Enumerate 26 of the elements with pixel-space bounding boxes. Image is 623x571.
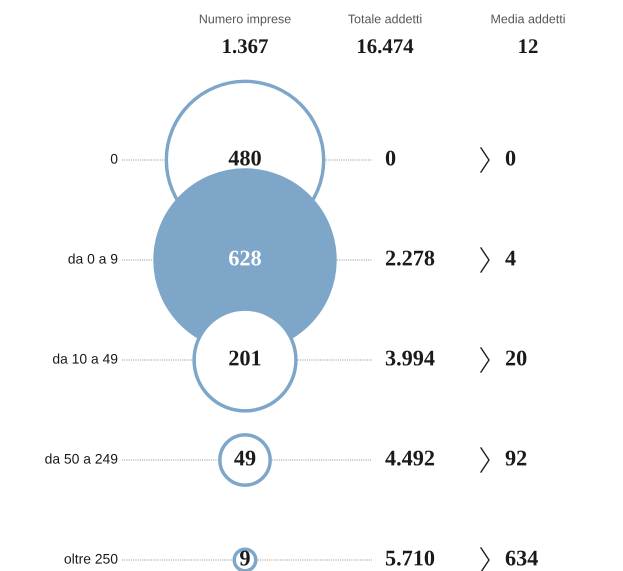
- data-label: 480: [228, 150, 261, 166]
- data-label: 5.710: [386, 550, 434, 566]
- category-label: da 10 a 49: [52, 354, 118, 364]
- data-label: 2.278: [386, 250, 434, 266]
- data-label: 49: [234, 450, 256, 466]
- category-label: oltre 250: [64, 554, 118, 564]
- text: 1.367: [223, 39, 268, 54]
- data-label: 0: [506, 150, 516, 166]
- data-label: 3.994: [386, 350, 435, 366]
- data-label: 0: [386, 150, 396, 166]
- data-label: 92: [506, 450, 526, 466]
- text: 12: [519, 39, 538, 54]
- data-label: 628: [229, 250, 261, 266]
- data-label: 9: [240, 550, 250, 566]
- text: Totale addetti: [348, 14, 422, 24]
- data-label: 20: [506, 350, 526, 366]
- text: 16.474: [358, 39, 414, 54]
- category-label: 0: [110, 154, 118, 164]
- data-label: 201: [229, 350, 261, 366]
- category-label: da 0 a 9: [68, 254, 118, 264]
- text: Numero imprese: [200, 14, 291, 26]
- text: Media addetti: [492, 14, 565, 24]
- category-label: da 50 a 249: [45, 454, 118, 464]
- data-label: 634: [506, 550, 538, 566]
- data-label: 4: [505, 250, 516, 266]
- data-label: 4.492: [385, 450, 434, 466]
